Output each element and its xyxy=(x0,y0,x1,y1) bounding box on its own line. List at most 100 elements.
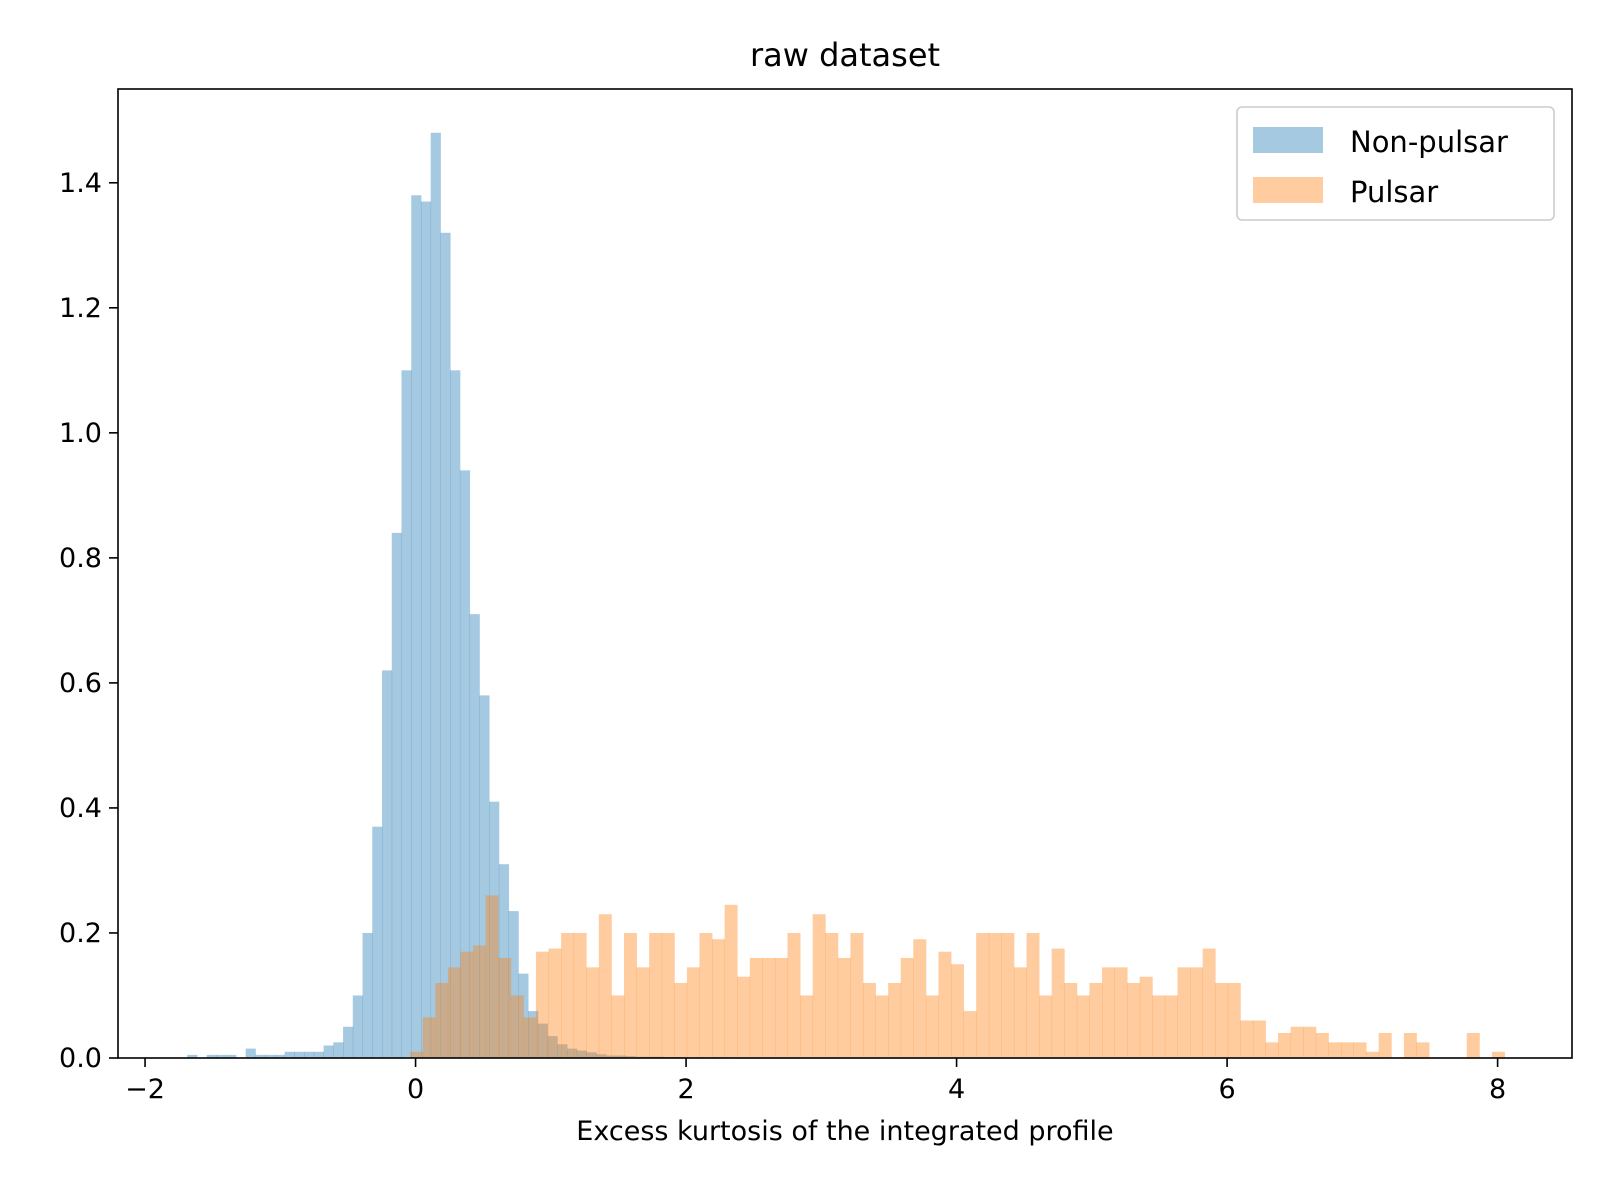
histogram-bar xyxy=(313,1051,324,1058)
histogram-bar xyxy=(615,1055,626,1058)
histogram-bar xyxy=(1328,1042,1342,1058)
histogram-bar xyxy=(598,914,612,1058)
histogram-bar xyxy=(774,957,788,1058)
histogram-bar xyxy=(226,1054,237,1058)
histogram-bar xyxy=(661,932,675,1058)
histogram-bar xyxy=(1315,1032,1329,1058)
histogram-bar xyxy=(498,864,510,1058)
histogram-bar xyxy=(430,132,441,1058)
histogram-bar xyxy=(343,1026,354,1058)
histogram-bar xyxy=(535,951,549,1058)
histogram-bar xyxy=(988,932,1002,1058)
histogram-bar xyxy=(255,1054,266,1058)
histogram-bar xyxy=(1064,982,1078,1058)
y-tick-label: 1.2 xyxy=(59,293,102,324)
histogram-bar xyxy=(573,932,587,1058)
y-tick-label: 1.4 xyxy=(59,168,102,199)
histogram-bar xyxy=(518,973,529,1058)
histogram-bar xyxy=(850,932,864,1058)
legend: Non-pulsar Pulsar xyxy=(1236,106,1555,221)
histogram-bar xyxy=(479,695,490,1058)
y-tick-label: 1.0 xyxy=(59,418,102,449)
histogram-bar xyxy=(1152,995,1166,1058)
histogram-bar xyxy=(447,967,461,1058)
histogram-bar xyxy=(586,1052,597,1058)
histogram-bar xyxy=(951,964,965,1058)
histogram-bar xyxy=(674,982,688,1058)
histogram-bar xyxy=(737,976,751,1058)
histogram-bar xyxy=(649,932,663,1058)
histogram-bar xyxy=(498,957,512,1058)
histogram-bar xyxy=(606,1055,617,1058)
ticks-layer: −2 0 2 4 6 8 0.0 0.2 0.4 0.6 0.8 1.0 1.2 1.4 xyxy=(59,168,1506,1105)
histogram-bar xyxy=(1366,1051,1380,1058)
histogram-bar xyxy=(523,1017,537,1058)
x-tick-label: −2 xyxy=(125,1074,165,1105)
histogram-bar xyxy=(812,914,826,1058)
histogram-bar xyxy=(410,1051,424,1058)
histogram-bar xyxy=(862,982,876,1058)
histogram-bar xyxy=(245,1048,256,1058)
histogram-bar xyxy=(596,1054,607,1058)
histogram-bar xyxy=(1466,1032,1480,1058)
histogram-bar xyxy=(333,1042,344,1058)
histogram-bar xyxy=(450,370,461,1058)
y-tick-label: 0.2 xyxy=(59,918,102,949)
y-tick-label: 0.0 xyxy=(59,1043,102,1074)
histogram-bar xyxy=(712,939,726,1058)
y-tick-label: 0.4 xyxy=(59,793,102,824)
histogram-bar xyxy=(1215,982,1229,1058)
histogram-bar xyxy=(547,1036,558,1058)
histogram-bar xyxy=(391,532,402,1058)
histogram-bar xyxy=(1240,1020,1254,1058)
x-tick-label: 2 xyxy=(677,1074,694,1105)
histogram-bar xyxy=(411,195,422,1058)
histogram-bar xyxy=(1076,995,1090,1058)
y-tick-label: 0.8 xyxy=(59,543,102,574)
legend-swatch xyxy=(1253,177,1323,203)
histogram-bar xyxy=(576,1050,587,1058)
histogram-bar xyxy=(1303,1026,1317,1058)
histogram-bar xyxy=(548,948,562,1058)
y-tick-label: 0.6 xyxy=(59,668,102,699)
chart-title: raw dataset xyxy=(750,36,940,74)
histogram-bar xyxy=(976,932,990,1058)
histogram-bar xyxy=(611,995,625,1058)
histogram-bar xyxy=(1265,1042,1279,1058)
histogram-bar xyxy=(420,201,432,1058)
histogram-bar xyxy=(537,1023,548,1058)
x-axis-label: Excess kurtosis of the integrated profil… xyxy=(576,1116,1113,1147)
histogram-bar xyxy=(1353,1042,1367,1058)
histogram-bar xyxy=(382,670,393,1058)
histogram-bar xyxy=(1089,982,1103,1058)
histogram-bar xyxy=(913,939,927,1058)
histogram-bar xyxy=(401,370,412,1058)
histogram-bar xyxy=(686,967,700,1058)
histogram-bar xyxy=(469,614,480,1058)
histogram-bar xyxy=(557,1044,568,1058)
histogram-bar xyxy=(323,1045,334,1058)
histogram-bar xyxy=(875,995,889,1058)
histogram-bar xyxy=(567,1048,578,1058)
histogram-bar xyxy=(510,995,524,1058)
histogram-bar xyxy=(1491,1051,1505,1058)
histogram-bar xyxy=(762,957,776,1058)
histogram-bar xyxy=(459,470,471,1059)
histogram-bar xyxy=(489,801,500,1058)
histogram-bar xyxy=(586,967,600,1058)
histogram-bar xyxy=(925,995,939,1058)
legend-label: Non-pulsar xyxy=(1350,125,1508,159)
x-tick-label: 4 xyxy=(948,1074,965,1105)
histogram-bar xyxy=(362,932,373,1058)
histogram-bar xyxy=(1101,967,1115,1058)
histogram-bar xyxy=(265,1054,276,1058)
histogram-bar xyxy=(1290,1026,1304,1058)
x-tick-label: 0 xyxy=(407,1074,424,1105)
histogram-bar xyxy=(623,932,637,1058)
histogram-bar xyxy=(1177,967,1191,1058)
histogram-bar xyxy=(1139,976,1153,1058)
series-pulsar xyxy=(410,895,1505,1058)
histogram-bar xyxy=(460,951,474,1058)
histogram-bar xyxy=(294,1051,305,1058)
